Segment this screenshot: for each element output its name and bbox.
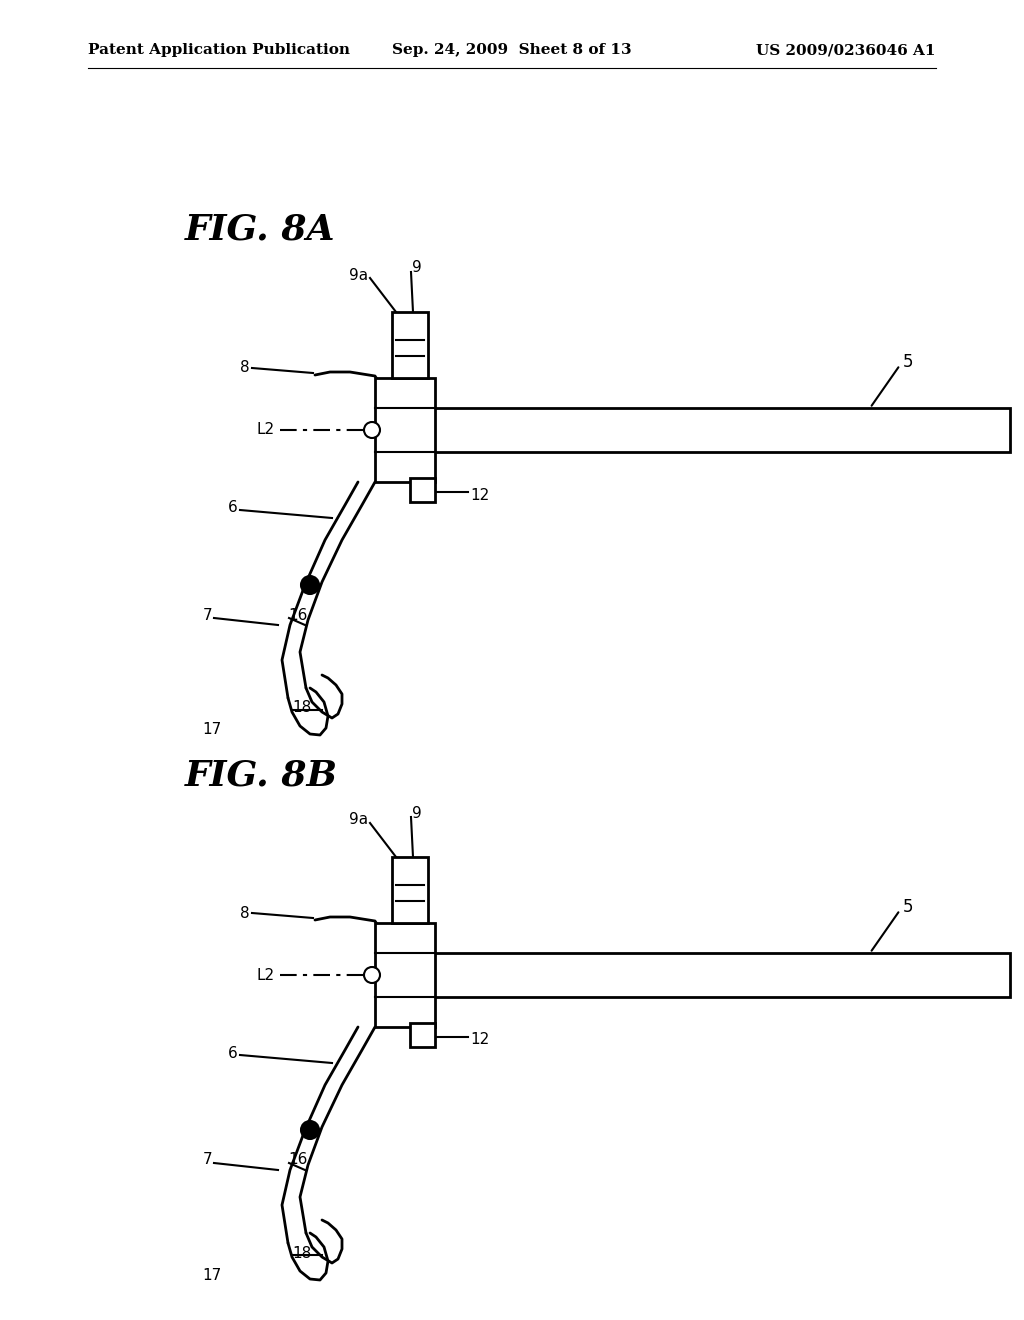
Bar xyxy=(410,1023,435,1047)
Bar xyxy=(375,378,435,482)
Text: US 2009/0236046 A1: US 2009/0236046 A1 xyxy=(757,44,936,57)
Text: Patent Application Publication: Patent Application Publication xyxy=(88,44,350,57)
Text: 7: 7 xyxy=(203,607,212,623)
Text: L2: L2 xyxy=(257,968,275,982)
Text: 8: 8 xyxy=(241,360,250,375)
Circle shape xyxy=(364,968,380,983)
Text: Sep. 24, 2009  Sheet 8 of 13: Sep. 24, 2009 Sheet 8 of 13 xyxy=(392,44,632,57)
Text: 17: 17 xyxy=(203,722,222,738)
Text: 6: 6 xyxy=(228,500,238,516)
Circle shape xyxy=(301,1121,319,1139)
Text: 12: 12 xyxy=(470,487,489,503)
Bar xyxy=(392,312,428,378)
Circle shape xyxy=(364,422,380,438)
Bar xyxy=(412,953,1010,997)
Text: 12: 12 xyxy=(470,1032,489,1048)
Text: 18: 18 xyxy=(292,1246,311,1261)
Bar xyxy=(410,478,435,502)
Text: 9a: 9a xyxy=(349,813,368,828)
Text: L2: L2 xyxy=(257,422,275,437)
Bar xyxy=(412,408,1010,451)
Text: 6: 6 xyxy=(228,1045,238,1060)
Text: 9: 9 xyxy=(412,805,422,821)
Text: 5: 5 xyxy=(903,898,913,916)
Text: 8: 8 xyxy=(241,906,250,920)
Text: 9a: 9a xyxy=(349,268,368,282)
Text: 17: 17 xyxy=(203,1267,222,1283)
Bar xyxy=(375,923,435,1027)
Bar xyxy=(392,857,428,923)
Text: 9: 9 xyxy=(412,260,422,276)
Text: 18: 18 xyxy=(292,701,311,715)
Text: 16: 16 xyxy=(288,1152,307,1167)
Text: FIG. 8B: FIG. 8B xyxy=(185,758,338,792)
Text: 7: 7 xyxy=(203,1152,212,1167)
Text: 16: 16 xyxy=(288,607,307,623)
Text: 5: 5 xyxy=(903,352,913,371)
Circle shape xyxy=(301,576,319,594)
Text: FIG. 8A: FIG. 8A xyxy=(185,213,336,247)
